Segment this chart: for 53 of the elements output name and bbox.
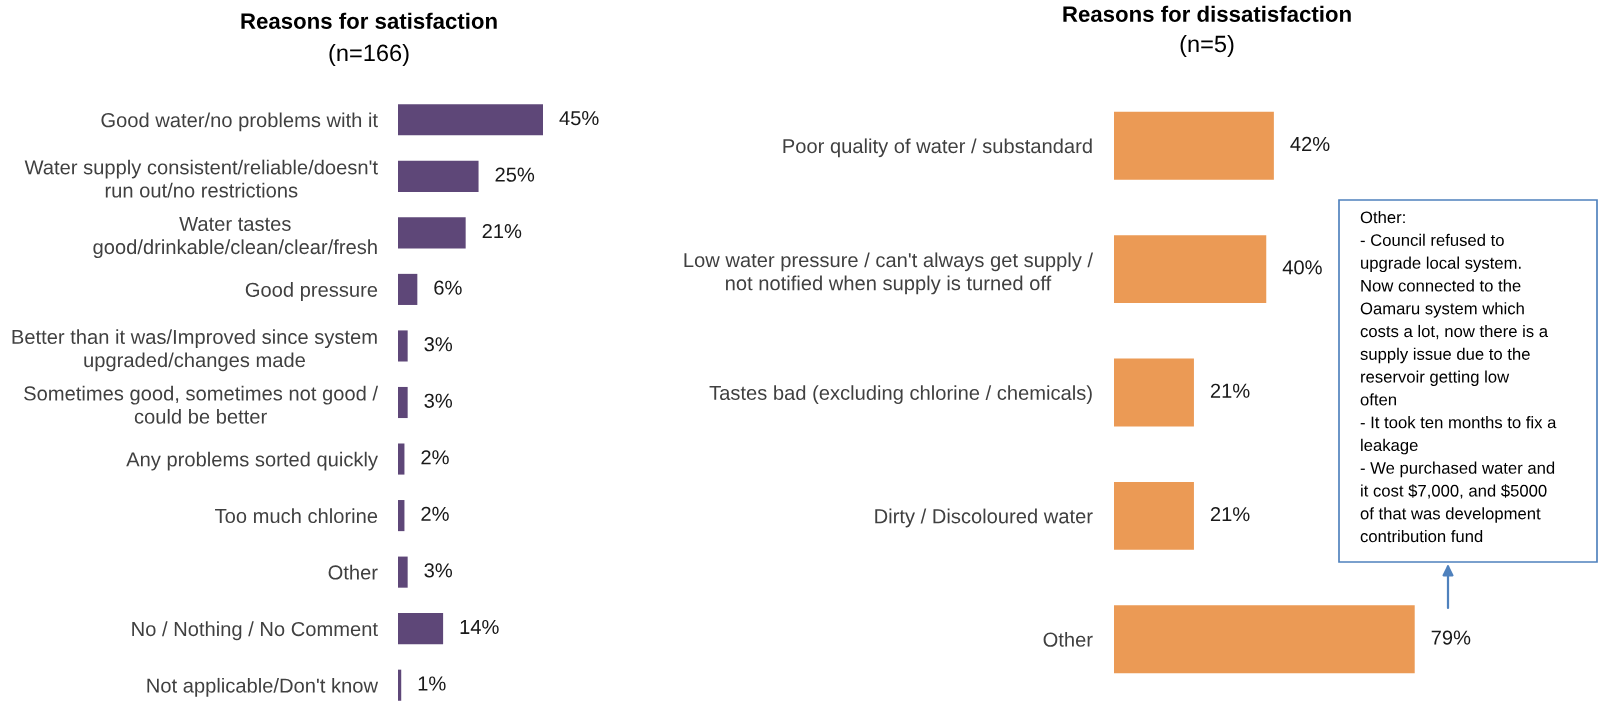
bar <box>398 273 418 305</box>
bar <box>398 613 444 645</box>
bar <box>1114 358 1194 427</box>
y-tick-label: Dirty / Discoloured water <box>875 508 1093 528</box>
data-label: 3% <box>424 393 453 408</box>
data-label: 21% <box>1210 507 1250 522</box>
bar <box>398 669 402 701</box>
y-tick-label: Poor quality of water / substandard <box>783 138 1092 158</box>
data-label: 45% <box>559 111 599 126</box>
y-tick-label: Low water pressure / can't always get supply / not notified when supply is turned off <box>684 252 1094 295</box>
data-label: 2% <box>421 450 449 465</box>
bar <box>1114 111 1274 180</box>
data-label: 2% <box>421 506 449 521</box>
bar <box>1114 235 1267 304</box>
data-label: 1% <box>418 676 446 691</box>
bar <box>398 386 408 419</box>
bar <box>398 160 479 192</box>
bar <box>398 443 405 475</box>
data-label: 79% <box>1431 630 1471 645</box>
y-tick-label: Better than it was/Improved since system upgraded/changes made <box>12 329 377 372</box>
y-tick-label: Water supply consistent/reliable/doesn't run out/no restrictions <box>24 159 378 198</box>
data-label: 14% <box>460 619 499 634</box>
y-tick-label: Other <box>328 564 378 580</box>
y-tick-label: Sometimes good, sometimes not good / could be better <box>24 385 379 424</box>
y-tick-label: No / Nothing / No Comment <box>132 621 378 641</box>
chart-subtitle: (n=166) <box>329 44 409 66</box>
y-tick-label: Too much chlorine <box>215 508 378 524</box>
bar <box>398 217 466 249</box>
y-tick-label: Tastes bad (excluding chlorine / chemicals) <box>709 385 1092 404</box>
y-tick-label: Good water/no problems with it <box>101 112 378 132</box>
bar <box>398 104 543 136</box>
data-label: 3% <box>424 563 453 578</box>
chart-title: Reasons for dissatisfaction <box>1063 5 1351 22</box>
bar <box>1114 605 1415 674</box>
bar <box>398 556 408 588</box>
bar <box>398 330 408 362</box>
data-label: 21% <box>1210 383 1250 398</box>
data-label: 21% <box>482 224 522 239</box>
data-label: 40% <box>1282 260 1322 275</box>
data-label: 25% <box>495 167 535 182</box>
y-tick-label: Not applicable/Don't know <box>147 677 379 697</box>
y-tick-label: Other <box>1043 632 1093 647</box>
chart-subtitle: (n=5) <box>1180 35 1234 57</box>
y-tick-label: Any problems sorted quickly <box>126 451 378 471</box>
data-label: 6% <box>434 280 462 295</box>
data-label: 3% <box>424 337 453 352</box>
bar <box>398 500 405 532</box>
y-tick-label: Water tastes good/drinkable/clean/clear/fresh <box>93 216 377 259</box>
bar <box>1114 481 1194 550</box>
data-label: 42% <box>1290 136 1330 152</box>
y-tick-label: Good pressure <box>245 282 378 301</box>
chart-title: Reasons for satisfaction <box>241 12 497 29</box>
text: Other: - Council refused to upgrade local system. Now connected to the Oamaru system which costs a lot, now there is a supply issue due to the reservoir getting low often - It took ten months to fix a leakage - We purchased water and it cost $7,000, and $5000 of that was development contribution fund <box>1360 211 1557 543</box>
